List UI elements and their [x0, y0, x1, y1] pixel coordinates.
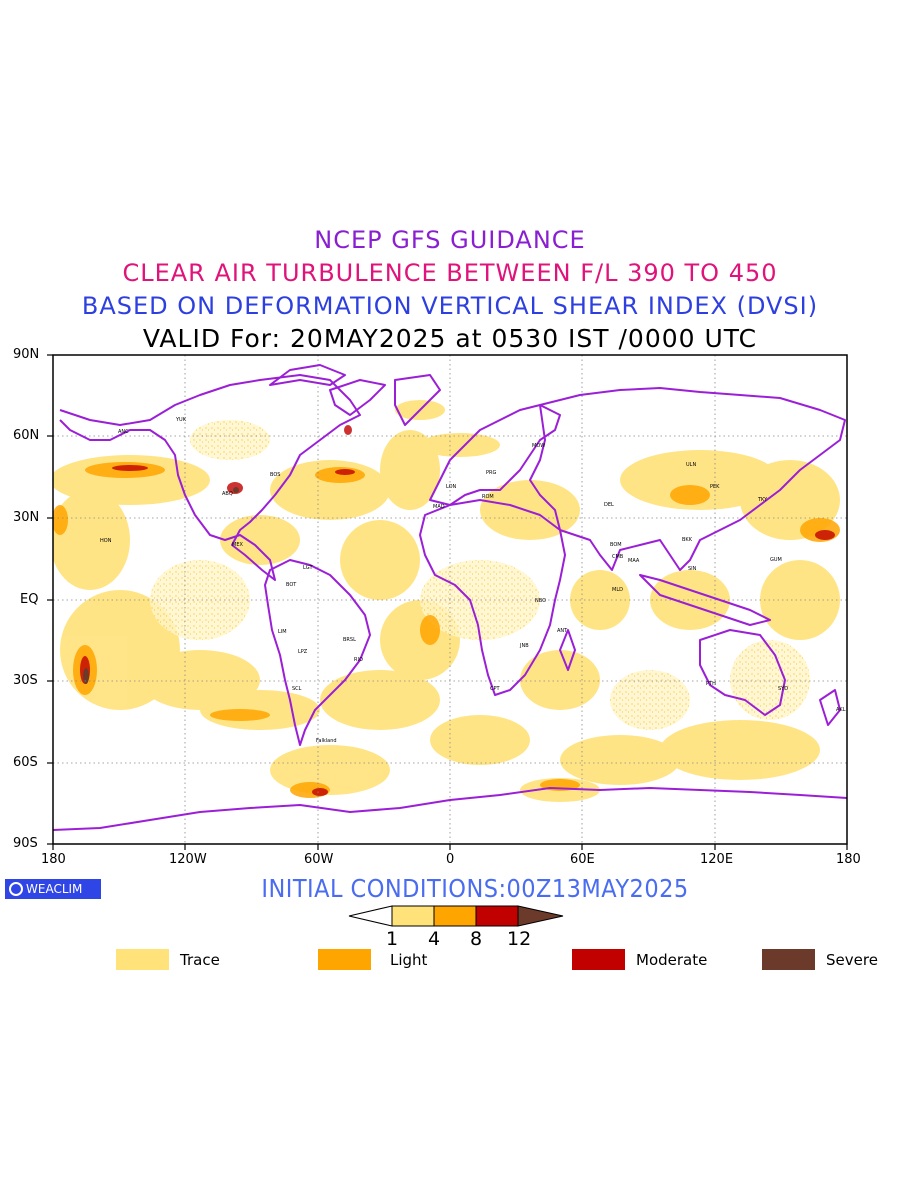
colorbar-tick: 12 — [507, 928, 532, 950]
station-label: ABQ — [222, 491, 233, 497]
station-label: LGT — [303, 565, 313, 571]
colorbar-moderate — [475, 905, 519, 927]
logo-ring-icon — [9, 882, 23, 896]
station-label: PEK — [710, 484, 720, 490]
station-label: BOS — [270, 472, 280, 478]
legend-label-moderate: Moderate — [636, 951, 708, 969]
colorbar-tick: 8 — [470, 928, 483, 950]
station-label: PTH — [706, 681, 716, 687]
lat-label: 30N — [13, 510, 40, 525]
colorbar-tick: 4 — [428, 928, 441, 950]
lat-label: 60N — [13, 428, 40, 443]
title-line-3: BASED ON DEFORMATION VERTICAL SHEAR INDE… — [81, 292, 819, 320]
station-label: BRSL — [343, 637, 356, 643]
map-gridlines — [53, 355, 847, 844]
legend-label-severe: Severe — [826, 951, 878, 969]
station-label: MAA — [628, 558, 640, 564]
station-label: TKY — [757, 497, 768, 503]
station-label: PRG — [486, 470, 496, 476]
colorbar-trace — [391, 905, 435, 927]
lat-label: 90S — [13, 836, 38, 851]
lat-label: 30S — [13, 673, 38, 688]
station-label: BOM — [610, 542, 622, 548]
weaclim-logo: WEACLIM — [5, 879, 101, 899]
station-label: CPT — [490, 686, 501, 692]
lat-label: 90N — [13, 347, 40, 362]
station-label: LON — [446, 484, 457, 490]
station-label: DEL — [604, 502, 614, 508]
turbulence-field — [53, 400, 840, 802]
legend-label-light: Light — [390, 951, 428, 969]
station-label: LIM — [278, 629, 287, 635]
lon-label: 0 — [446, 852, 455, 867]
station-label: MLD — [612, 587, 623, 593]
station-label: GUM — [770, 557, 782, 563]
station-label: SCL — [292, 686, 302, 692]
station-label: SIN — [688, 566, 697, 572]
station-label: YUK — [175, 417, 187, 423]
station-label: JNB — [519, 643, 529, 649]
station-label: BKK — [682, 537, 693, 543]
lon-label: 60W — [304, 852, 334, 867]
station-label: MAD — [433, 504, 445, 510]
legend-swatch-light — [318, 949, 371, 970]
station-label: LPZ — [298, 649, 308, 655]
station-label: Falkland — [316, 738, 337, 744]
station-label: AKL — [836, 707, 846, 713]
station-label: ULN — [686, 462, 696, 468]
legend-swatch-moderate — [572, 949, 625, 970]
logo-text: WEACLIM — [26, 882, 83, 896]
station-label: BOT — [286, 582, 297, 588]
colorbar-severe-arrow — [517, 905, 564, 927]
lon-label: 180 — [41, 852, 66, 867]
legend-swatch-trace — [116, 949, 169, 970]
lat-label: 60S — [13, 755, 38, 770]
station-labels: ANC YUK HON LGT BOT LIM SCL LPZ BRSL RIO Falkland M… — [100, 417, 846, 744]
station-label: SYD — [778, 686, 788, 692]
title-line-4: VALID For: 20MAY2025 at 0530 IST /0000 U… — [142, 324, 758, 353]
coastlines — [53, 364, 847, 831]
lon-label: 60E — [570, 852, 595, 867]
station-label: MEX — [232, 542, 243, 548]
station-label: ANT — [557, 628, 568, 634]
lon-label: 180 — [836, 852, 861, 867]
station-label: MOW — [532, 443, 545, 449]
colorbar-tick: 1 — [386, 928, 399, 950]
station-label: RIO — [354, 657, 363, 663]
station-label: ANC — [118, 429, 129, 435]
initial-conditions: INITIAL CONDITIONS:00Z13MAY2025 — [261, 874, 689, 903]
legend-swatch-severe — [762, 949, 815, 970]
station-label: NBO — [535, 598, 546, 604]
legend-label-trace: Trace — [180, 951, 220, 969]
lon-label: 120E — [700, 852, 734, 867]
colorbar — [348, 905, 564, 927]
lat-label: EQ — [20, 592, 39, 607]
station-label: ROM — [482, 494, 494, 500]
colorbar-under-arrow — [348, 905, 393, 927]
lon-label: 120W — [169, 852, 207, 867]
station-label: HON — [100, 538, 112, 544]
colorbar-light — [433, 905, 477, 927]
title-line-2: CLEAR AIR TURBULENCE BETWEEN F/L 390 TO … — [122, 259, 778, 287]
station-label: CMB — [612, 554, 624, 560]
title-line-1: NCEP GFS GUIDANCE — [314, 226, 586, 254]
